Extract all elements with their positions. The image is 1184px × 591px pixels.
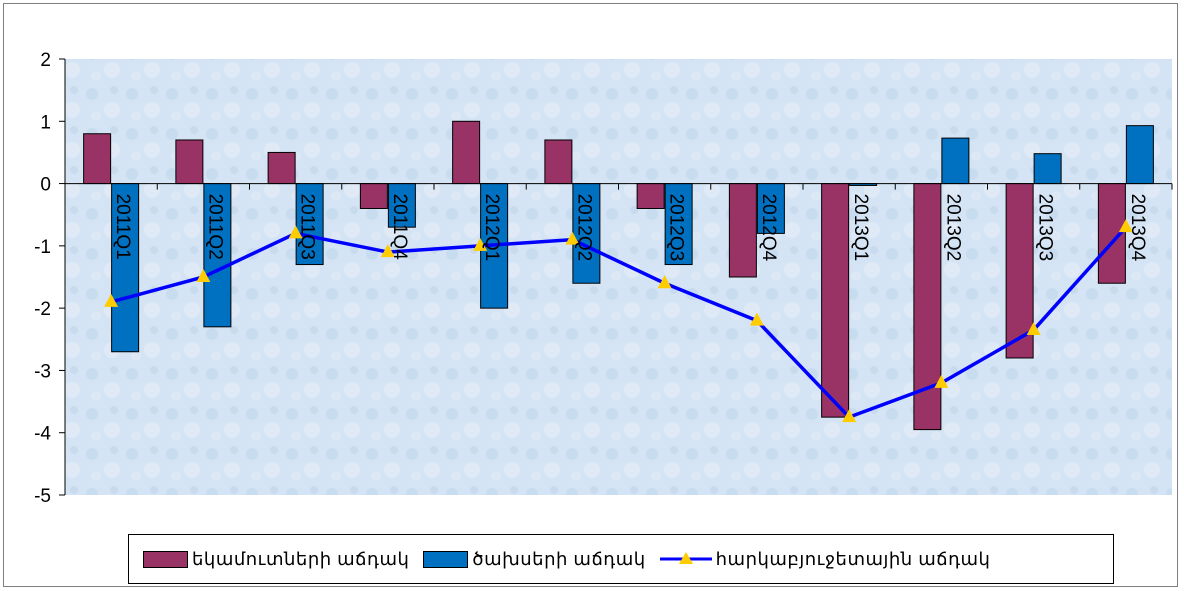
fiscal-marker-2011Q3 <box>288 225 303 239</box>
x-tick-label-2011Q2: 2011Q2 <box>204 194 225 260</box>
y-tick-label-1: 1 <box>40 112 51 133</box>
x-tick-label-2012Q4: 2012Q4 <box>758 194 779 262</box>
fiscal-marker-2011Q4 <box>380 244 395 258</box>
label-layer: 2 1 0 -1 -2 -3 -4 -5 2011Q1 2011Q2 2011Q3 2011Q4 201… <box>34 50 1148 507</box>
bar-expense-2013Q2 <box>941 137 970 185</box>
bar-expense-2013Q4 <box>1125 125 1154 185</box>
x-tick-label-2011Q1: 2011Q1 <box>112 194 133 260</box>
fiscal-marker-2013Q1 <box>842 409 857 423</box>
bar-income-2012Q2 <box>544 139 573 185</box>
chart-svg: 2 1 0 -1 -2 -3 -4 -5 2011Q1 2011Q2 2011Q3 2011Q4 201… <box>34 50 1173 507</box>
x-tick-label-2011Q4: 2011Q4 <box>389 194 410 261</box>
y-tick-label--5: -5 <box>34 486 51 507</box>
legend-label-income: եկամուտների աճդակ <box>192 548 410 569</box>
x-tick-label-2013Q2: 2013Q2 <box>942 194 963 262</box>
fiscal-marker-2012Q2 <box>565 231 580 245</box>
bar-income-2011Q2 <box>175 139 204 185</box>
axis-layer <box>59 58 1173 496</box>
bar-income-2011Q1 <box>83 133 112 185</box>
bar-income-2012Q3 <box>636 183 665 209</box>
legend-label-fiscal: հարկաբյուջետային աճդակ <box>715 548 991 569</box>
bar-income-2011Q4 <box>359 183 388 209</box>
legend-swatch-expense <box>423 550 469 568</box>
legend-swatch-fiscal <box>659 552 712 564</box>
bar-expense-2011Q1 <box>111 183 140 353</box>
fiscal-marker-2013Q4 <box>1118 219 1133 233</box>
fiscal-marker-2011Q2 <box>196 269 211 282</box>
line-layer <box>104 219 1133 423</box>
x-tick-label-2013Q4: 2013Q4 <box>1127 194 1148 262</box>
x-tick-label-2013Q3: 2013Q3 <box>1035 194 1056 262</box>
x-tick-label-2012Q3: 2012Q3 <box>666 194 687 262</box>
fiscal-marker-2013Q2 <box>934 374 949 388</box>
bar-income-2012Q4 <box>728 183 757 278</box>
bar-income-2012Q1 <box>452 120 481 185</box>
fiscal-line <box>110 226 1128 420</box>
bar-expense-2012Q4 <box>756 183 785 234</box>
fiscal-marker-2011Q1 <box>104 293 119 307</box>
bar-income-2013Q3 <box>1005 183 1034 359</box>
bar-expense-2012Q2 <box>572 183 601 284</box>
fiscal-marker-2013Q3 <box>1026 321 1041 335</box>
y-tick-label--4: -4 <box>34 424 51 445</box>
y-tick-label-0: 0 <box>40 175 51 196</box>
plot-area <box>65 59 1172 495</box>
y-tick-label--1: -1 <box>34 237 51 258</box>
bar-expense-2013Q3 <box>1033 153 1062 185</box>
fiscal-marker-2012Q4 <box>749 312 764 326</box>
bar-expense-2011Q3 <box>295 183 324 266</box>
x-tick-label-2013Q1: 2013Q1 <box>850 194 871 262</box>
fiscal-marker-2012Q3 <box>657 275 672 289</box>
y-tick-label--2: -2 <box>34 299 51 320</box>
x-tick-label-2012Q2: 2012Q2 <box>573 194 594 262</box>
legend-item-fiscal: հարկաբյուջետային աճդակ <box>659 548 991 570</box>
bar-expense-2012Q3 <box>664 183 693 266</box>
bars-layer <box>83 120 1154 431</box>
fiscal-marker-2012Q1 <box>473 237 488 251</box>
y-tick-label--3: -3 <box>34 361 51 382</box>
x-tick-label-2011Q3: 2011Q3 <box>297 194 318 260</box>
legend: եկամուտների աճդակ ծախսերի աճդակ հարկաբյո… <box>128 534 1114 584</box>
chart-frame: 2 1 0 -1 -2 -3 -4 -5 2011Q1 2011Q2 2011Q3 2011Q4 201… <box>3 3 1178 587</box>
legend-item-expense: ծախսերի աճդակ <box>423 549 645 570</box>
legend-item-income: եկամուտների աճդակ <box>143 549 409 570</box>
x-tick-label-2012Q1: 2012Q1 <box>481 194 502 262</box>
y-tick-label-2: 2 <box>40 50 51 71</box>
bar-income-2013Q1 <box>821 183 850 418</box>
bar-income-2011Q3 <box>267 151 296 185</box>
legend-swatch-income <box>143 550 188 568</box>
bar-expense-2011Q4 <box>387 183 416 228</box>
legend-label-expense: ծախսերի աճդակ <box>472 548 646 569</box>
